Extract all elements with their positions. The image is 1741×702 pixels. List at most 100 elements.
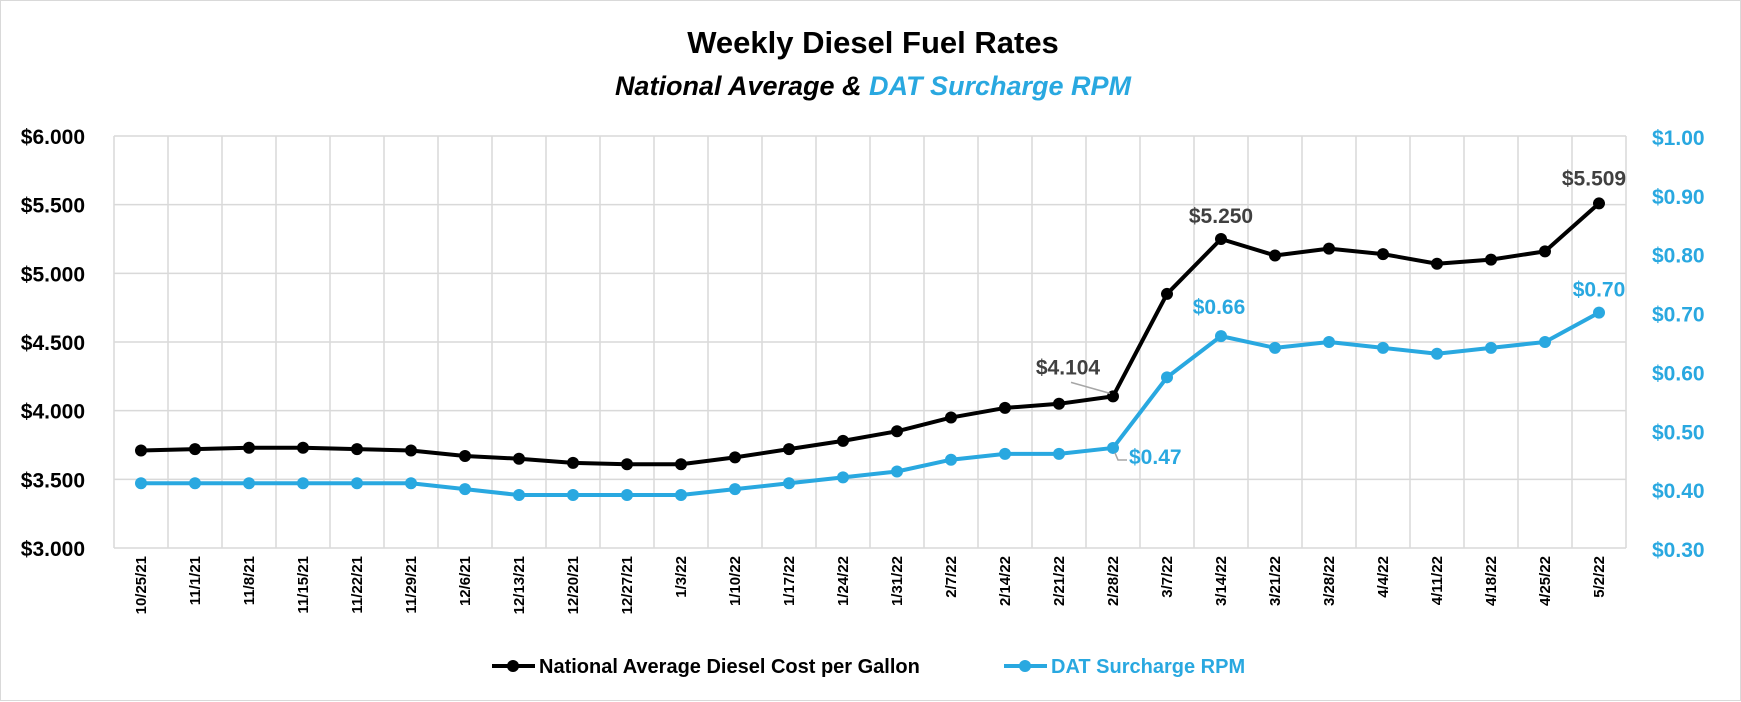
- data-point-diesel: [999, 401, 1011, 414]
- data-label: $0.47: [1129, 446, 1182, 469]
- data-point-surcharge: [351, 477, 363, 490]
- data-point-surcharge: [1593, 306, 1605, 319]
- data-point-surcharge: [783, 477, 795, 490]
- x-tick-label: 4/11/22: [1429, 556, 1446, 605]
- data-label: $5.509: [1562, 167, 1626, 190]
- x-tick-label: 2/28/22: [1105, 556, 1122, 606]
- label-leader-line: [1070, 381, 1111, 395]
- data-point-diesel: [1593, 197, 1605, 210]
- legend-item-surcharge[interactable]: DAT Surcharge RPM: [1004, 656, 1245, 678]
- data-point-diesel: [675, 458, 687, 471]
- x-tick-label: 4/25/22: [1537, 556, 1554, 606]
- series-line-diesel: [140, 201, 1601, 467]
- data-point-surcharge: [1053, 447, 1065, 460]
- data-point-surcharge: [945, 453, 957, 466]
- x-tick-label: 12/20/21: [565, 556, 582, 614]
- data-point-diesel: [729, 451, 741, 464]
- data-point-diesel: [243, 441, 255, 454]
- data-point-surcharge: [1107, 441, 1119, 454]
- y-right-tick-label: $0.60: [1652, 362, 1705, 385]
- data-label: $4.104: [1036, 356, 1101, 379]
- x-tick-label: 4/4/22: [1375, 556, 1392, 598]
- data-point-surcharge: [675, 489, 687, 502]
- legend-label-diesel: National Average Diesel Cost per Gallon: [539, 656, 920, 678]
- data-point-surcharge: [621, 489, 633, 502]
- data-point-diesel: [1377, 248, 1389, 261]
- y-left-tick-label: $4.000: [21, 401, 85, 424]
- data-point-diesel: [1215, 233, 1227, 245]
- legend[interactable]: National Average Diesel Cost per Gallon …: [492, 656, 1245, 678]
- data-point-diesel: [783, 443, 795, 456]
- data-labels: $4.104 $5.250 $5.509 $0.47 $0.66 $0.70: [1036, 167, 1626, 469]
- x-tick-label: 4/18/22: [1483, 556, 1500, 606]
- x-tick-label: 3/21/22: [1267, 556, 1284, 606]
- data-point-surcharge: [729, 483, 741, 496]
- data-label: $0.70: [1573, 279, 1626, 302]
- legend-label-surcharge: DAT Surcharge RPM: [1051, 656, 1245, 678]
- x-tick-label: 1/10/22: [727, 556, 744, 606]
- x-tick-label: 11/1/21: [187, 556, 204, 605]
- label-leader-line: [1114, 452, 1127, 461]
- data-point-surcharge: [297, 477, 309, 490]
- y-left-tick-label: $4.500: [21, 332, 85, 355]
- data-point-surcharge: [1485, 341, 1497, 354]
- x-tick-label: 11/29/21: [403, 556, 420, 614]
- x-tick-label: 10/25/21: [133, 556, 150, 614]
- y-right-tick-label: $0.50: [1652, 421, 1705, 444]
- data-point-surcharge: [999, 447, 1011, 460]
- y-left-tick-label: $5.500: [21, 195, 85, 218]
- data-point-surcharge: [1377, 341, 1389, 354]
- data-point-diesel: [567, 456, 579, 469]
- x-tick-label: 3/14/22: [1213, 556, 1230, 606]
- data-point-diesel: [1053, 397, 1065, 410]
- x-tick-label: 12/27/21: [619, 556, 636, 614]
- x-tick-label: 2/7/22: [943, 556, 960, 598]
- data-point-diesel: [351, 443, 363, 456]
- data-point-diesel: [405, 444, 417, 457]
- x-tick-label: 1/3/22: [673, 556, 690, 598]
- data-label: $5.250: [1189, 205, 1253, 228]
- data-point-diesel: [1161, 287, 1173, 300]
- y-right-tick-label: $0.70: [1652, 304, 1705, 327]
- x-tick-label: 12/6/21: [457, 556, 474, 606]
- x-tick-label: 1/31/22: [889, 556, 906, 606]
- x-tick-label: 3/28/22: [1321, 556, 1338, 606]
- data-point-surcharge: [891, 465, 903, 478]
- data-point-diesel: [1485, 253, 1497, 266]
- y-left-tick-label: $6.000: [21, 126, 85, 149]
- legend-item-diesel[interactable]: National Average Diesel Cost per Gallon: [492, 656, 920, 678]
- chart-title: Weekly Diesel Fuel Rates: [687, 25, 1059, 60]
- axes: $3.000 $3.500 $4.000 $4.500 $5.000 $5.500 $6.0…: [21, 126, 1705, 614]
- data-point-surcharge: [513, 489, 525, 502]
- x-tick-label: 1/17/22: [781, 556, 798, 606]
- subtitle-part-national: National Average &: [615, 71, 869, 101]
- y-left-tick-label: $5.000: [21, 263, 85, 286]
- data-point-surcharge: [243, 477, 255, 490]
- x-tick-label: 1/24/22: [835, 556, 852, 606]
- x-tick-label: 11/15/21: [295, 556, 312, 614]
- x-tick-label: 5/2/22: [1591, 556, 1608, 598]
- data-point-surcharge: [405, 477, 417, 490]
- data-point-diesel: [1323, 242, 1335, 255]
- data-point-diesel: [459, 449, 471, 462]
- data-point-diesel: [621, 458, 633, 471]
- y-right-tick-label: $0.80: [1652, 245, 1705, 268]
- data-point-diesel: [297, 441, 309, 454]
- series-line-surcharge: [141, 310, 1600, 498]
- data-point-surcharge: [1323, 336, 1335, 348]
- data-point-surcharge: [567, 489, 579, 502]
- data-point-diesel: [1269, 249, 1281, 262]
- data-point-diesel: [189, 443, 201, 456]
- data-point-diesel: [945, 411, 957, 424]
- data-point-surcharge: [1215, 330, 1227, 343]
- data-point-diesel: [1107, 390, 1119, 403]
- subtitle-part-dat: DAT Surcharge RPM: [869, 71, 1132, 101]
- x-tick-label: 2/21/22: [1051, 556, 1068, 606]
- legend-marker-diesel: [507, 660, 519, 672]
- data-point-surcharge: [459, 483, 471, 496]
- data-point-surcharge: [135, 477, 147, 490]
- y-left-tick-label: $3.500: [21, 469, 85, 492]
- x-tick-label: 2/14/22: [997, 556, 1014, 606]
- data-point-surcharge: [1539, 336, 1551, 348]
